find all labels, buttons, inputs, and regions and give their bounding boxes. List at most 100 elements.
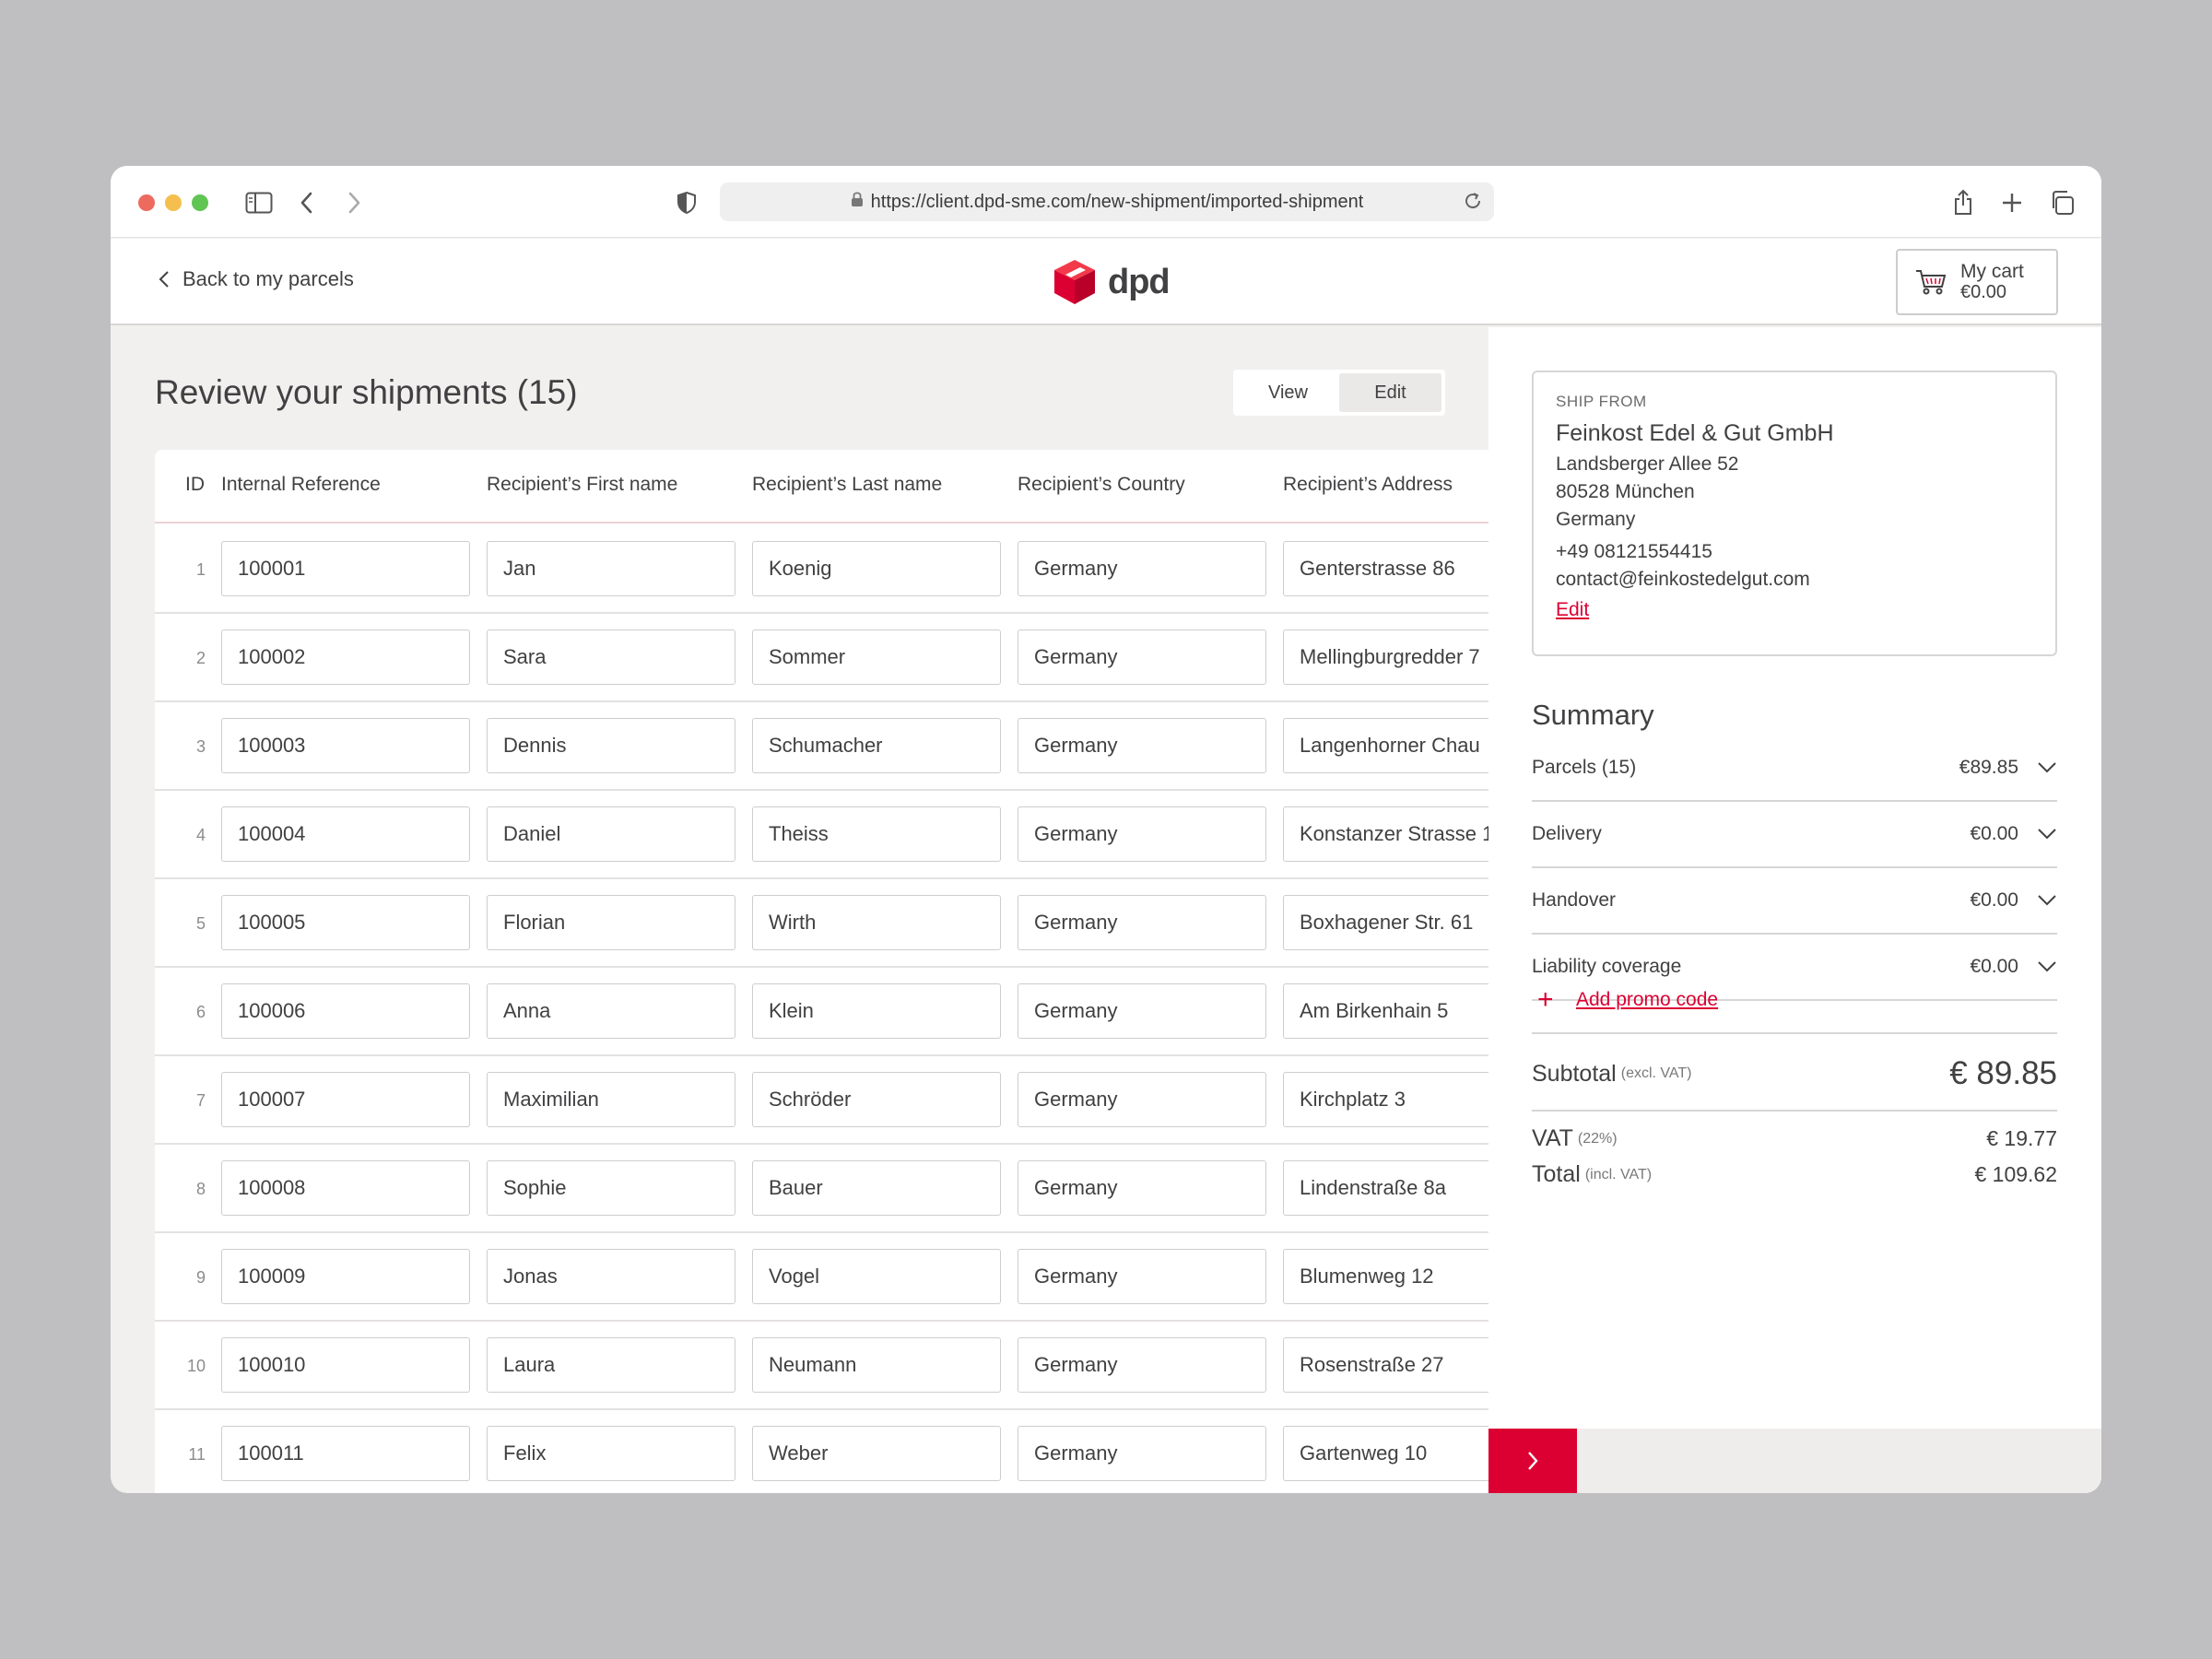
- country-input[interactable]: Germany: [1018, 541, 1266, 596]
- summary-row-parcels[interactable]: Parcels (15) €89.85: [1532, 735, 2057, 802]
- ship-from-card: SHIP FROM Feinkost Edel & Gut GmbH Lands…: [1532, 371, 2057, 656]
- internal-reference-input[interactable]: 100008: [221, 1160, 470, 1216]
- shipments-table: ID Internal Reference Recipient’s First …: [155, 450, 1488, 1493]
- country-input[interactable]: Germany: [1018, 1337, 1266, 1393]
- address-input[interactable]: Langenhorner Chau: [1283, 718, 1488, 773]
- row-id: 6: [195, 1003, 206, 1021]
- reload-icon[interactable]: [1463, 191, 1483, 217]
- minimize-window-button[interactable]: [165, 194, 182, 211]
- internal-reference-input[interactable]: 100002: [221, 629, 470, 685]
- ship-from-label: SHIP FROM: [1556, 393, 1647, 410]
- lock-icon: [851, 191, 864, 213]
- country-input[interactable]: Germany: [1018, 1426, 1266, 1481]
- back-to-parcels-link[interactable]: Back to my parcels: [159, 267, 354, 291]
- summary-row-delivery[interactable]: Delivery €0.00: [1532, 802, 2057, 868]
- address-input[interactable]: Genterstrasse 86: [1283, 541, 1488, 596]
- internal-reference-input[interactable]: 100006: [221, 983, 470, 1039]
- last-name-input[interactable]: Weber: [752, 1426, 1001, 1481]
- first-name-input[interactable]: Sara: [487, 629, 735, 685]
- address-input[interactable]: Blumenweg 12: [1283, 1249, 1488, 1304]
- first-name-input[interactable]: Jonas: [487, 1249, 735, 1304]
- address-input[interactable]: Kirchplatz 3: [1283, 1072, 1488, 1127]
- close-window-button[interactable]: [138, 194, 155, 211]
- last-name-input[interactable]: Schumacher: [752, 718, 1001, 773]
- ship-from-country: Germany: [1556, 509, 1636, 530]
- internal-reference-input[interactable]: 100005: [221, 895, 470, 950]
- first-name-input[interactable]: Florian: [487, 895, 735, 950]
- edit-ship-from-link[interactable]: Edit: [1556, 599, 1590, 620]
- country-input[interactable]: Germany: [1018, 718, 1266, 773]
- summary-value: €0.00: [1970, 823, 2018, 844]
- address-input[interactable]: Konstanzer Strasse 1: [1283, 806, 1488, 862]
- last-name-input[interactable]: Vogel: [752, 1249, 1001, 1304]
- address-bar[interactable]: https://client.dpd-sme.com/new-shipment/…: [720, 182, 1494, 221]
- edit-toggle-option[interactable]: Edit: [1339, 373, 1441, 412]
- first-name-input[interactable]: Daniel: [487, 806, 735, 862]
- shield-icon[interactable]: [670, 186, 703, 219]
- ship-from-street: Landsberger Allee 52: [1556, 453, 1739, 475]
- last-name-input[interactable]: Klein: [752, 983, 1001, 1039]
- browser-forward-icon[interactable]: [337, 186, 371, 219]
- internal-reference-input[interactable]: 100001: [221, 541, 470, 596]
- browser-toolbar: https://client.dpd-sme.com/new-shipment/…: [111, 166, 2101, 238]
- add-promo-code-link[interactable]: Add promo code: [1576, 989, 1719, 1010]
- country-input[interactable]: Germany: [1018, 1072, 1266, 1127]
- address-input[interactable]: Gartenweg 10: [1283, 1426, 1488, 1481]
- summary-row-handover[interactable]: Handover €0.00: [1532, 868, 2057, 935]
- last-name-input[interactable]: Neumann: [752, 1337, 1001, 1393]
- address-input[interactable]: Rosenstraße 27: [1283, 1337, 1488, 1393]
- next-step-button[interactable]: [1488, 1429, 1577, 1493]
- address-input[interactable]: Lindenstraße 8a: [1283, 1160, 1488, 1216]
- country-input[interactable]: Germany: [1018, 806, 1266, 862]
- internal-reference-input[interactable]: 100011: [221, 1426, 470, 1481]
- first-name-input[interactable]: Jan: [487, 541, 735, 596]
- share-icon[interactable]: [1947, 186, 1980, 219]
- tabs-overview-icon[interactable]: [2045, 186, 2078, 219]
- subtotal-row: Subtotal (excl. VAT) € 89.85: [1532, 1038, 2057, 1112]
- first-name-input[interactable]: Laura: [487, 1337, 735, 1393]
- address-input[interactable]: Mellingburgredder 7: [1283, 629, 1488, 685]
- chevron-left-icon: [159, 271, 169, 288]
- last-name-input[interactable]: Theiss: [752, 806, 1001, 862]
- country-input[interactable]: Germany: [1018, 895, 1266, 950]
- country-input[interactable]: Germany: [1018, 629, 1266, 685]
- internal-reference-input[interactable]: 100004: [221, 806, 470, 862]
- sidebar-icon[interactable]: [242, 186, 276, 219]
- row-id: 11: [188, 1445, 206, 1464]
- first-name-input[interactable]: Maximilian: [487, 1072, 735, 1127]
- vat-label: VAT: [1532, 1125, 1573, 1151]
- last-name-input[interactable]: Bauer: [752, 1160, 1001, 1216]
- table-row: 1 100001 Jan Koenig Germany Genterstrasse 86: [155, 525, 1488, 614]
- first-name-input[interactable]: Anna: [487, 983, 735, 1039]
- ship-from-phone: +49 08121554415: [1556, 541, 1712, 562]
- view-toggle-option[interactable]: View: [1268, 382, 1308, 403]
- country-input[interactable]: Germany: [1018, 1160, 1266, 1216]
- subtotal-amount: € 89.85: [1949, 1055, 2057, 1091]
- country-input[interactable]: Germany: [1018, 1249, 1266, 1304]
- internal-reference-input[interactable]: 100009: [221, 1249, 470, 1304]
- internal-reference-input[interactable]: 100003: [221, 718, 470, 773]
- new-tab-plus-icon[interactable]: [1995, 186, 2029, 219]
- first-name-input[interactable]: Felix: [487, 1426, 735, 1481]
- last-name-input[interactable]: Wirth: [752, 895, 1001, 950]
- table-row: 3 100003 Dennis Schumacher Germany Langenhorn…: [155, 702, 1488, 791]
- my-cart-button[interactable]: My cart €0.00: [1896, 249, 2058, 315]
- panel-footer: [1488, 1429, 2101, 1493]
- internal-reference-input[interactable]: 100007: [221, 1072, 470, 1127]
- last-name-input[interactable]: Schröder: [752, 1072, 1001, 1127]
- internal-reference-input[interactable]: 100010: [221, 1337, 470, 1393]
- chevron-down-icon: [2038, 762, 2056, 773]
- last-name-input[interactable]: Koenig: [752, 541, 1001, 596]
- country-input[interactable]: Germany: [1018, 983, 1266, 1039]
- summary-row-liability-coverage[interactable]: Liability coverage €0.00: [1532, 935, 2057, 1001]
- first-name-input[interactable]: Sophie: [487, 1160, 735, 1216]
- maximize-window-button[interactable]: [192, 194, 208, 211]
- address-input[interactable]: Am Birkenhain 5: [1283, 983, 1488, 1039]
- first-name-input[interactable]: Dennis: [487, 718, 735, 773]
- browser-back-icon[interactable]: [290, 186, 324, 219]
- last-name-input[interactable]: Sommer: [752, 629, 1001, 685]
- table-row: 8 100008 Sophie Bauer Germany Lindenstraße 8a: [155, 1145, 1488, 1233]
- address-input[interactable]: Boxhagener Str. 61: [1283, 895, 1488, 950]
- chevron-down-icon: [2038, 961, 2056, 972]
- row-id: 10: [186, 1357, 206, 1375]
